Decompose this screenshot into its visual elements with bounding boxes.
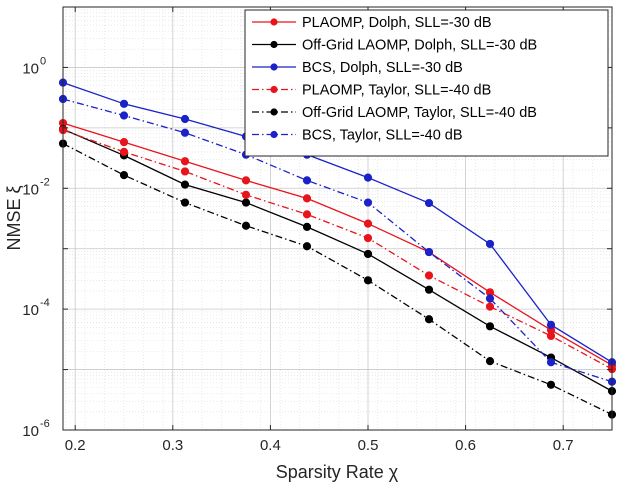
y-tick-label: 10 0 (22, 55, 46, 77)
legend-entry-2: Off-Grid LAOMP, Dolph, SLL=-30 dB (252, 38, 537, 54)
data-point (119, 99, 129, 108)
legend-marker (270, 85, 278, 94)
x-tick-label: 0.3 (162, 437, 183, 454)
legend-label: Off-Grid LAOMP, Taylor, SLL=-40 dB (302, 105, 537, 121)
legend-label: Off-Grid LAOMP, Dolph, SLL=-30 dB (302, 38, 537, 54)
data-point (546, 320, 556, 329)
data-point (180, 114, 190, 124)
series-line (62, 129, 613, 370)
legend-label: BCS, Taylor, SLL=-40 dB (302, 128, 463, 144)
legend: PLAOMP, Dolph, SLL=-30 dB Off-Grid LAOMP,… (244, 9, 609, 157)
data-point (363, 173, 373, 182)
plot-border (62, 6, 613, 431)
legend-marker (270, 63, 278, 71)
x-tick-label: 0.7 (553, 437, 574, 454)
data-point (180, 128, 190, 137)
y-tick-label-base: 10 (22, 60, 39, 77)
y-tick-label-exponent: -4 (40, 297, 50, 309)
data-point (363, 249, 373, 259)
data-point (363, 276, 373, 285)
legend-entry-4: PLAOMP, Taylor, SLL=-40 dB (252, 83, 491, 99)
y-tick-label: 10 -4 (22, 297, 49, 319)
data-point (424, 198, 434, 208)
data-point (485, 239, 495, 249)
data-point (241, 190, 251, 199)
data-point (302, 222, 312, 231)
series-layer (58, 78, 617, 419)
y-tick-label: 10 -2 (22, 176, 49, 198)
series-line (62, 128, 613, 392)
data-point (546, 331, 556, 341)
y-tick-label-base: 10 (22, 423, 39, 440)
legend-label: PLAOMP, Taylor, SLL=-40 dB (302, 83, 491, 99)
legend-label: PLAOMP, Dolph, SLL=-30 dB (302, 15, 492, 31)
data-point (241, 176, 251, 185)
x-tick-label: 0.2 (65, 437, 86, 454)
data-point (485, 294, 495, 303)
legend-entry-6: BCS, Taylor, SLL=-40 dB (252, 128, 463, 144)
data-point (485, 357, 495, 366)
data-point (119, 111, 129, 120)
series-4 (58, 125, 617, 374)
legend-entry-5: Off-Grid LAOMP, Taylor, SLL=-40 dB (252, 105, 537, 121)
data-point (546, 380, 556, 389)
x-tick-label: 0.5 (358, 437, 379, 454)
y-tick-label-exponent: -2 (40, 176, 50, 188)
data-point (119, 171, 129, 180)
y-tick-label-exponent: -6 (40, 418, 50, 430)
x-tick-labels: 0.2 0.3 0.4 0.5 0.6 0.7 (65, 437, 574, 454)
series-5 (58, 139, 617, 419)
data-point (241, 198, 251, 207)
data-point (302, 242, 312, 251)
data-point (241, 221, 251, 230)
data-point (485, 322, 495, 331)
series-line (62, 122, 613, 366)
legend-entry-3: BCS, Dolph, SLL=-30 dB (252, 60, 463, 76)
x-tick-label: 0.6 (455, 437, 476, 454)
data-point (424, 315, 434, 324)
x-axis-label: Sparsity Rate χ (276, 462, 399, 482)
data-point (424, 285, 434, 294)
data-point (546, 358, 556, 367)
data-point (302, 194, 312, 203)
major-grid (63, 7, 612, 430)
legend-box (244, 9, 609, 157)
y-tick-label-base: 10 (22, 302, 39, 319)
data-point (302, 176, 312, 185)
data-point (424, 271, 434, 280)
axis-ticks (63, 6, 612, 431)
legend-marker (270, 40, 278, 49)
legend-marker (270, 18, 278, 26)
y-tick-label-exponent: 0 (40, 55, 46, 67)
legend-marker (270, 130, 278, 139)
data-point (180, 198, 190, 207)
y-tick-label-base: 10 (22, 181, 39, 198)
legend-marker (270, 108, 278, 116)
data-point (180, 167, 190, 176)
y-axis-label: NMSE ξ (4, 185, 24, 250)
series-line (62, 82, 613, 363)
data-point (363, 219, 373, 228)
legend-entry-1: PLAOMP, Dolph, SLL=-30 dB (252, 15, 492, 31)
x-tick-label: 0.4 (260, 437, 281, 454)
data-point (485, 302, 495, 311)
data-point (180, 180, 190, 189)
y-tick-label: 10 -6 (22, 418, 49, 440)
legend-entries: PLAOMP, Dolph, SLL=-30 dB Off-Grid LAOMP,… (252, 15, 537, 144)
data-point (119, 147, 129, 157)
legend-label: BCS, Dolph, SLL=-30 dB (302, 60, 463, 76)
data-point (119, 138, 129, 147)
series-line (62, 142, 613, 416)
data-point (424, 247, 434, 257)
series-line (62, 98, 613, 383)
data-point (363, 233, 373, 243)
data-point (302, 210, 312, 219)
data-point (363, 198, 373, 207)
data-point (180, 157, 190, 166)
